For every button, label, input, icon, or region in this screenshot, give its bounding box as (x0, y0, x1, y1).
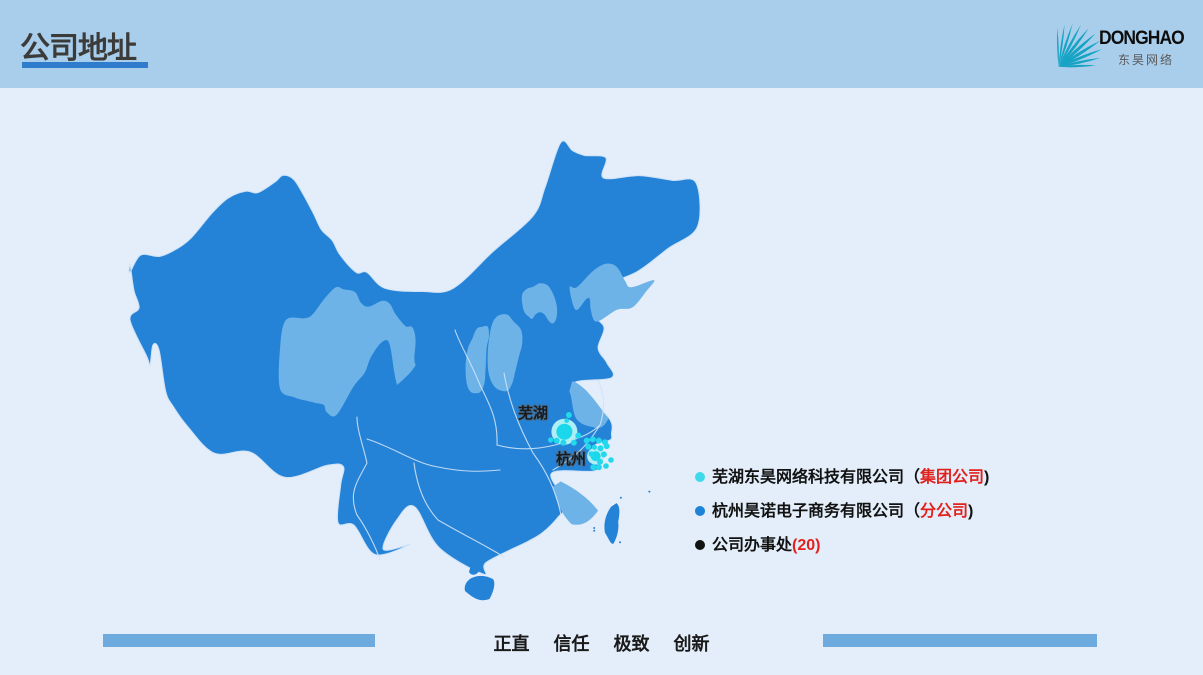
svg-text:杭州: 杭州 (556, 450, 586, 468)
svg-text:芜湖: 芜湖 (518, 404, 548, 422)
